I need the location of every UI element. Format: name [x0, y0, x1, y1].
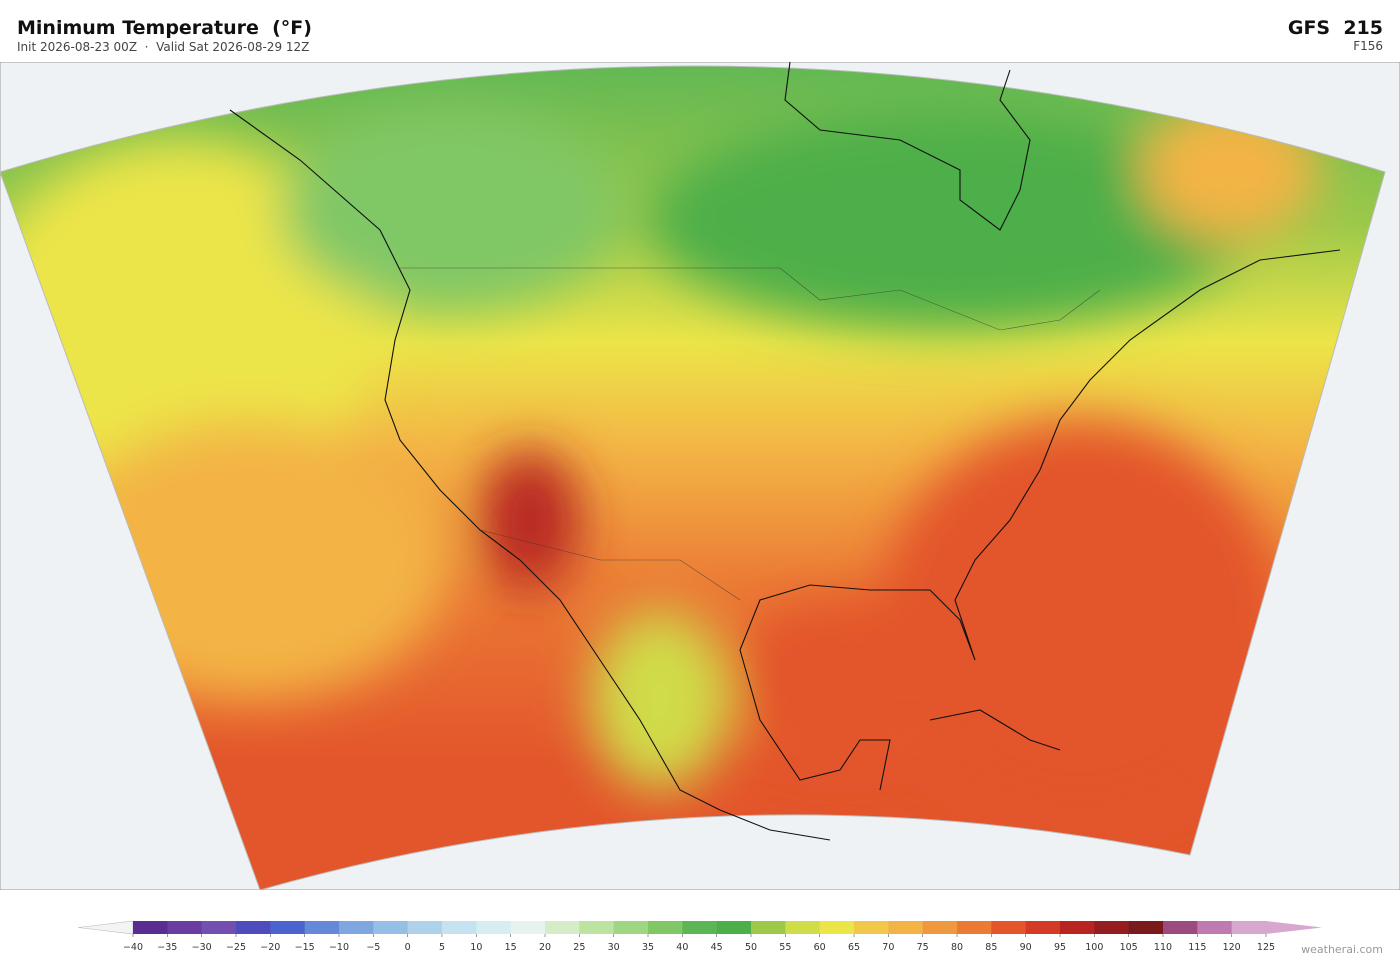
- subtitle: Init 2026-08-23 00Z · Valid Sat 2026-08-…: [17, 40, 309, 54]
- colorbar-label: −20: [260, 942, 280, 953]
- colorbar-segment: [236, 921, 271, 934]
- colorbar: −40 −35 −30 −25 −20 −15 −10 −5 0 5 10 15 20 25 30 35 40 4…: [77, 920, 1322, 953]
- colorbar-segment: [373, 921, 409, 934]
- colorbar-label: 45: [711, 942, 723, 953]
- colorbar-label: −25: [226, 942, 246, 953]
- colorbar-segment: [991, 921, 1027, 934]
- colorbar-segment: [133, 921, 168, 934]
- colorbar-label: 125: [1257, 942, 1275, 953]
- desert-hot: [480, 450, 580, 590]
- temperature-field: [0, 66, 1385, 890]
- us-canada-border: [400, 267, 1101, 331]
- colorbar-label: 85: [985, 942, 997, 953]
- hudson-bay: [784, 62, 1031, 231]
- colorbar-label: 10: [470, 942, 482, 953]
- colorbar-segment: [716, 921, 752, 934]
- colorbar-label: −35: [157, 942, 177, 953]
- colorbar-segment: [1094, 921, 1130, 934]
- colorbar-label: 5: [439, 942, 445, 953]
- domain-outline: [0, 65, 1386, 890]
- colorbar-label: 95: [1054, 942, 1066, 953]
- credit: weatherai.com: [1301, 943, 1383, 956]
- colorbar-segment: [1128, 921, 1164, 934]
- colorbar-label: 105: [1120, 942, 1138, 953]
- colorbar-label: 40: [676, 942, 688, 953]
- colorbar-label: 35: [642, 942, 654, 953]
- colorbar-segment: [167, 921, 203, 934]
- colorbar-label: −40: [123, 942, 143, 953]
- gulf-warm: [730, 600, 950, 760]
- colorbar-label: −10: [329, 942, 349, 953]
- colorbar-segment: [819, 921, 855, 934]
- forecast-hour: F156: [1353, 39, 1383, 53]
- colorbar-under: [77, 920, 134, 935]
- colorbar-segment: [1163, 921, 1198, 934]
- colorbar-label: 50: [745, 942, 757, 953]
- colorbar-segment: [888, 921, 924, 934]
- colorbar-segment: [201, 921, 237, 934]
- colorbar-over: [1266, 921, 1322, 934]
- title: Minimum Temperature (°F): [17, 17, 312, 39]
- model-label: GFS 215: [1288, 17, 1383, 39]
- colorbar-segment: [579, 921, 615, 934]
- colorbar-label: 20: [539, 942, 551, 953]
- colorbar-label: 0: [405, 942, 411, 953]
- colorbar-segment: [476, 921, 512, 934]
- mexico-plateau: [590, 610, 730, 790]
- colorbar-segment: [442, 921, 477, 934]
- colorbar-label: 15: [505, 942, 517, 953]
- colorbar-segment: [545, 921, 580, 934]
- mexico-gulf-coast: [739, 649, 891, 791]
- colorbar-label: 115: [1188, 942, 1206, 953]
- us-mexico-border: [479, 529, 741, 601]
- colorbar-label: −5: [366, 942, 380, 953]
- atlantic-warm: [880, 420, 1280, 820]
- colorbar-segment: [957, 921, 992, 934]
- canada-cool: [650, 110, 1250, 330]
- atlantic-gulf-coast: [739, 249, 1341, 661]
- colorbar-label: −15: [295, 942, 315, 953]
- colorbar-label: 75: [917, 942, 929, 953]
- colorbar-segment: [785, 921, 821, 934]
- colorbar-label: −30: [192, 942, 212, 953]
- colorbar-segment: [304, 921, 340, 934]
- borders: [400, 267, 1101, 601]
- colorbar-label: 80: [951, 942, 963, 953]
- colorbar-label: 110: [1154, 942, 1172, 953]
- colorbar-label: 90: [1020, 942, 1032, 953]
- colorbar-segment: [1025, 921, 1061, 934]
- colorbar-segment: [270, 921, 306, 934]
- colorbar-segment: [1197, 921, 1233, 934]
- colorbar-label: 120: [1223, 942, 1241, 953]
- colorbar-label: 60: [814, 942, 826, 953]
- colorbar-segment: [510, 921, 546, 934]
- colorbar-segment: [922, 921, 958, 934]
- colorbar-label: 30: [608, 942, 620, 953]
- colorbar-label: 25: [573, 942, 585, 953]
- west-canada-cool: [280, 110, 620, 310]
- colorbar-segment: [407, 921, 443, 934]
- colorbar-label: 65: [848, 942, 860, 953]
- map: [0, 62, 1400, 890]
- colorbar-label: 55: [779, 942, 791, 953]
- colorbar-segment: [682, 921, 718, 934]
- colorbar-segment: [648, 921, 683, 934]
- colorbar-segment: [339, 921, 374, 934]
- colorbar-segment: [751, 921, 786, 934]
- colorbar-segment: [854, 921, 889, 934]
- colorbar-label: 100: [1085, 942, 1103, 953]
- colorbar-segment: [613, 921, 649, 934]
- colorbar-segment: [1060, 921, 1095, 934]
- coastlines: [229, 62, 1341, 841]
- colorbar-segment: [1231, 921, 1267, 934]
- field-blobs: [0, 100, 1320, 820]
- colorbar-label: 70: [882, 942, 894, 953]
- cuba: [929, 709, 1061, 751]
